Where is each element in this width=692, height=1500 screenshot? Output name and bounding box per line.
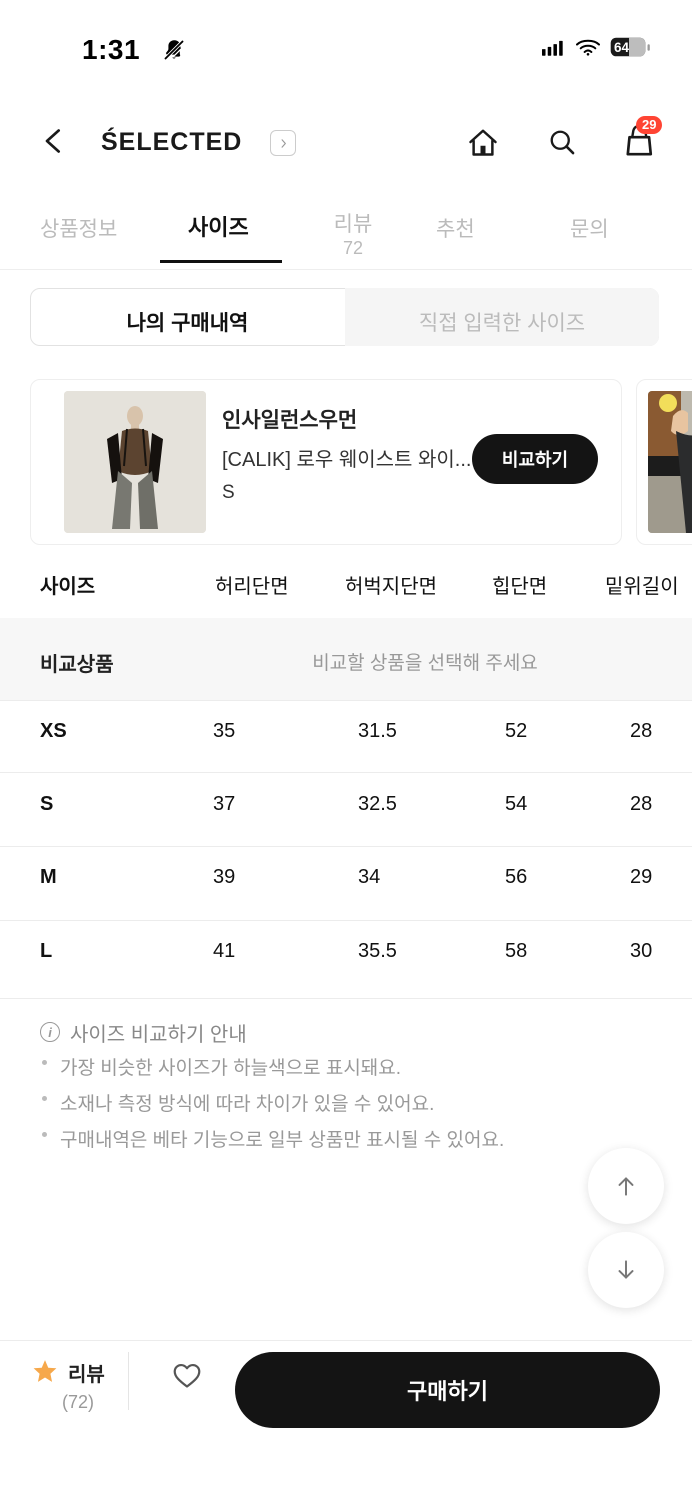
svg-text:64: 64 [614, 40, 630, 55]
